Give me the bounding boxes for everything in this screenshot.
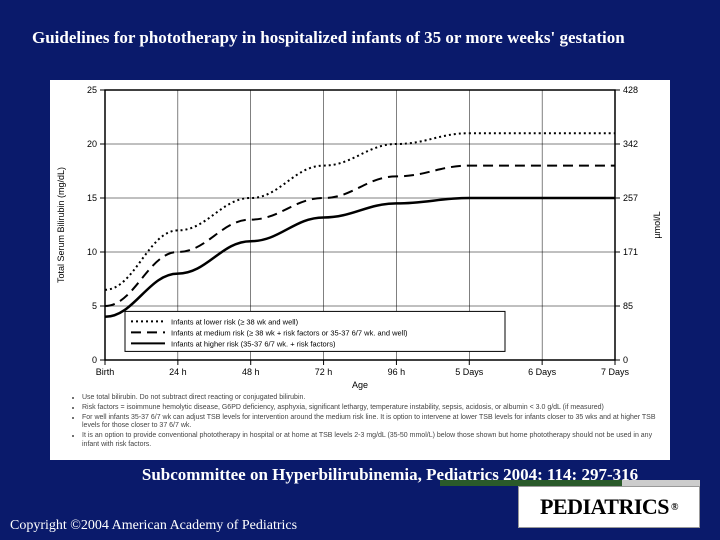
svg-text:20: 20 [87,139,97,149]
copyright-text: Copyright ©2004 American Academy of Pedi… [10,518,297,534]
phototherapy-chart: 0 5 10 15 20 25 0 85 171 257 342 428 Birth 24 h 48 h 72… [50,80,670,390]
svg-text:0: 0 [623,355,628,365]
svg-text:Infants at higher risk (35-37: Infants at higher risk (35-37 6/7 wk. + … [171,339,336,348]
note-item: For well infants 35-37 6/7 wk can adjust… [82,414,660,432]
chart-svg: 0 5 10 15 20 25 0 85 171 257 342 428 Birth 24 h 48 h 72… [50,80,670,390]
chart-notes: Use total bilirubin. Do not subtract dir… [50,390,670,460]
svg-text:25: 25 [87,85,97,95]
logo-text: PEDIATRICS [540,494,669,520]
svg-text:Infants at medium risk (≥ 38 w: Infants at medium risk (≥ 38 wk + risk f… [171,328,408,337]
pediatrics-logo: PEDIATRICS ® [518,486,700,528]
svg-text:0: 0 [92,355,97,365]
note-item: Use total bilirubin. Do not subtract dir… [82,394,660,403]
svg-text:Birth: Birth [96,367,115,377]
svg-text:428: 428 [623,85,638,95]
note-item: Risk factors = isoimmune hemolytic disea… [82,404,660,413]
svg-text:Age: Age [352,380,368,390]
page-title: Guidelines for phototherapy in hospitali… [32,28,700,48]
svg-text:5 Days: 5 Days [455,367,484,377]
svg-text:6 Days: 6 Days [528,367,557,377]
svg-text:7 Days: 7 Days [601,367,630,377]
svg-text:48 h: 48 h [242,367,260,377]
note-item: It is an option to provide conventional … [82,432,660,450]
svg-text:10: 10 [87,247,97,257]
svg-text:257: 257 [623,193,638,203]
svg-text:342: 342 [623,139,638,149]
svg-text:96 h: 96 h [388,367,406,377]
svg-text:µmol/L: µmol/L [652,211,662,238]
svg-text:Infants at lower risk (≥ 38 wk: Infants at lower risk (≥ 38 wk and well) [171,317,299,326]
svg-text:72 h: 72 h [315,367,333,377]
svg-text:171: 171 [623,247,638,257]
svg-text:15: 15 [87,193,97,203]
svg-text:5: 5 [92,301,97,311]
svg-text:85: 85 [623,301,633,311]
svg-text:24 h: 24 h [169,367,187,377]
svg-text:Total Serum Bilirubin (mg/dL): Total Serum Bilirubin (mg/dL) [56,167,66,283]
